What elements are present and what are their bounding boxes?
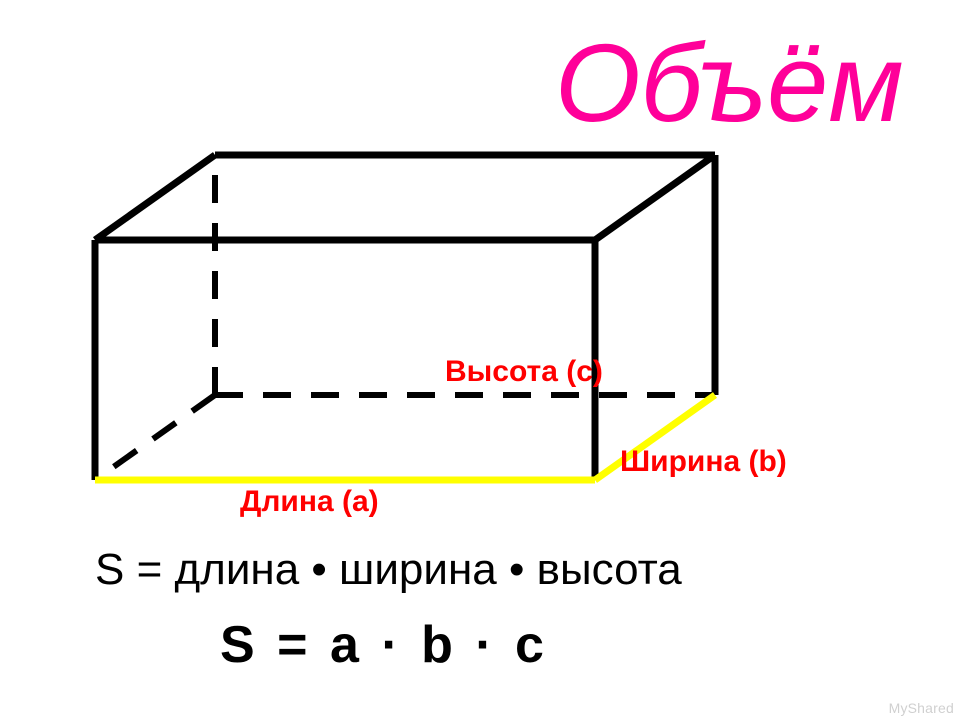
formula-symbols: S = a · b · c [220, 615, 548, 675]
label-height-c: Высота (с) [445, 355, 603, 389]
label-length-a: Длина (a) [240, 485, 379, 519]
label-width-b: Ширина (b) [620, 445, 787, 479]
watermark: MyShared [889, 700, 954, 716]
page-title: Объём [555, 20, 904, 147]
formula-words: S = длина • ширина • высота [95, 545, 682, 595]
